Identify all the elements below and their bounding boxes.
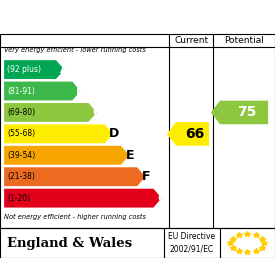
Polygon shape xyxy=(4,60,64,79)
Text: F: F xyxy=(142,170,150,183)
Polygon shape xyxy=(4,82,81,100)
Text: (1-20): (1-20) xyxy=(7,194,31,203)
Text: Not energy efficient - higher running costs: Not energy efficient - higher running co… xyxy=(4,214,146,220)
Text: Very energy efficient - lower running costs: Very energy efficient - lower running co… xyxy=(4,47,146,53)
Polygon shape xyxy=(4,189,162,208)
Text: D: D xyxy=(108,127,119,140)
Polygon shape xyxy=(211,101,268,124)
Text: Current: Current xyxy=(174,36,208,45)
Text: 75: 75 xyxy=(237,106,257,119)
Polygon shape xyxy=(4,146,129,165)
Text: Energy Efficiency Rating: Energy Efficiency Rating xyxy=(8,9,210,24)
Text: G: G xyxy=(157,192,167,205)
Text: (92 plus): (92 plus) xyxy=(7,65,42,74)
Polygon shape xyxy=(167,122,209,146)
Text: (81-91): (81-91) xyxy=(7,86,35,95)
Text: England & Wales: England & Wales xyxy=(7,237,132,250)
Text: (39-54): (39-54) xyxy=(7,151,36,160)
Text: (21-38): (21-38) xyxy=(7,172,35,181)
Polygon shape xyxy=(4,124,113,143)
Text: 66: 66 xyxy=(186,127,205,141)
Text: E: E xyxy=(125,149,134,162)
Text: (69-80): (69-80) xyxy=(7,108,35,117)
Text: A: A xyxy=(60,63,70,76)
Polygon shape xyxy=(4,103,97,122)
Text: EU Directive
2002/91/EC: EU Directive 2002/91/EC xyxy=(168,232,215,254)
Text: B: B xyxy=(76,85,86,98)
Text: Potential: Potential xyxy=(224,36,264,45)
Text: C: C xyxy=(93,106,102,119)
Text: (55-68): (55-68) xyxy=(7,129,35,138)
Polygon shape xyxy=(4,167,145,186)
